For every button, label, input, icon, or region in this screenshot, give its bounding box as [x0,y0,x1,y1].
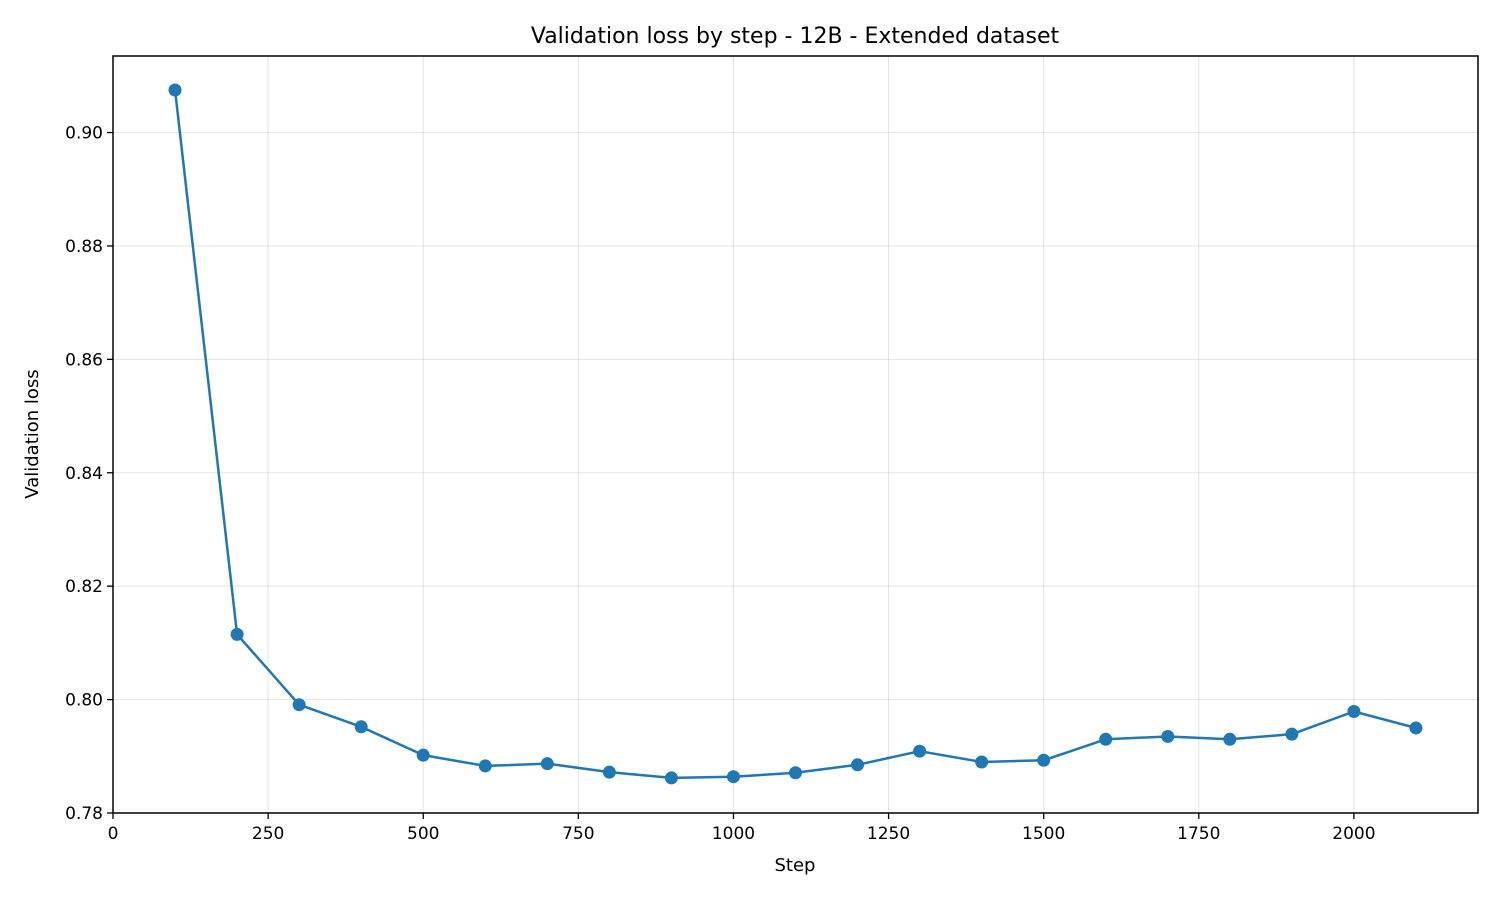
data-point [416,748,430,762]
x-tick-label: 250 [252,824,284,844]
grid [112,56,1478,814]
y-axis: 0.78 0.80 0.82 0.84 0.86 0.88 0.90 [65,124,113,824]
data-point [1223,732,1237,746]
data-point [230,627,244,641]
data-point [913,744,927,758]
data-point [975,755,989,769]
y-tick-label: 0.86 [65,350,103,370]
data-point [726,770,740,784]
y-tick-label: 0.88 [65,237,103,257]
chart-title: Validation loss by step - 12B - Extended… [531,24,1060,49]
data-point [292,698,306,712]
series-layer [168,83,1423,785]
x-tick-label: 500 [407,824,439,844]
y-axis-label: Validation loss [22,369,43,498]
data-point [1409,721,1423,735]
x-tick-label: 750 [562,824,594,844]
data-point [851,758,865,772]
data-point [540,757,554,771]
x-tick-label: 0 [108,824,119,844]
plot-area-frame [112,55,1479,814]
data-point [1161,729,1175,743]
x-tick-label: 1250 [867,824,910,844]
data-point [1347,704,1361,718]
y-tick-label: 0.80 [65,691,103,711]
y-tick-label: 0.82 [65,577,103,597]
data-point [664,771,678,785]
x-axis-label: Step [775,855,816,876]
x-tick-label: 1000 [712,824,755,844]
data-point [789,766,802,780]
data-point [354,720,368,734]
y-tick-label: 0.90 [65,124,103,144]
data-point [1037,753,1051,767]
data-point [168,83,182,97]
x-axis: 0 250 500 750 1000 1250 1500 1750 2000 [108,813,1376,844]
y-tick-label: 0.78 [65,804,103,824]
data-point [1099,732,1113,746]
data-point [478,759,492,773]
series-line [173,89,1417,780]
x-tick-label: 1750 [1177,824,1220,844]
y-tick-label: 0.84 [65,464,103,484]
x-tick-label: 1500 [1022,824,1065,844]
data-point [602,765,616,779]
x-tick-label: 2000 [1332,824,1375,844]
data-point [1285,727,1299,741]
